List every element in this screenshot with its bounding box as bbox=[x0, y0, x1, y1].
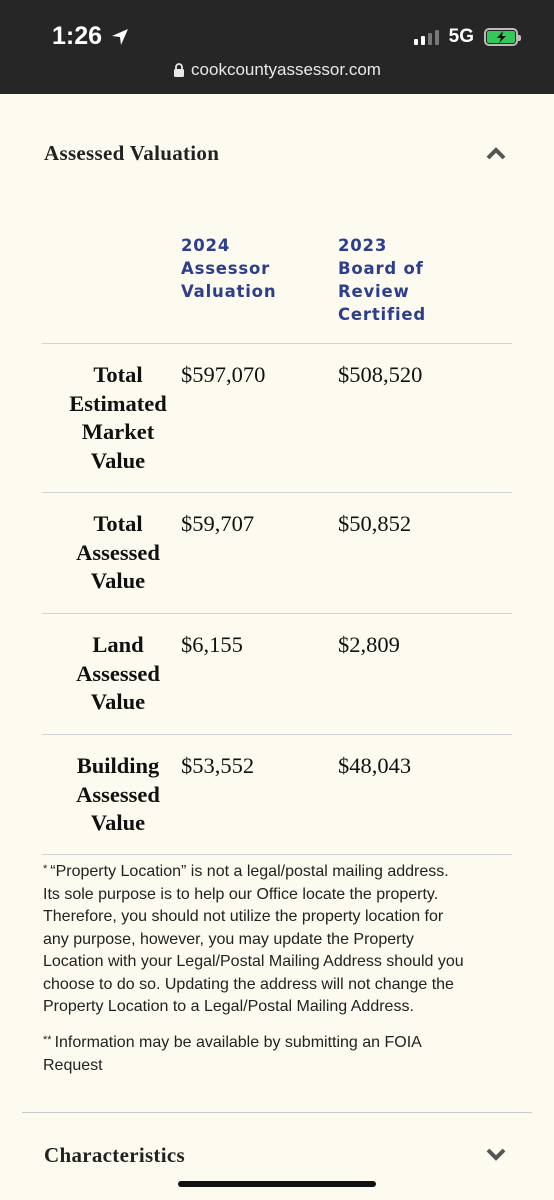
section-divider bbox=[22, 1112, 532, 1113]
value-2023-total-estimated-market: $508,520 bbox=[338, 362, 423, 387]
row-divider bbox=[42, 854, 512, 855]
battery-charging-icon bbox=[484, 28, 521, 46]
value-2023-land-assessed: $2,809 bbox=[338, 632, 400, 657]
row-label-building-assessed-value: Building Assessed Value bbox=[76, 753, 160, 835]
value-2024-total-estimated-market: $597,070 bbox=[181, 362, 266, 387]
footnote-property-location: * “Property Location” is not a legal/post… bbox=[43, 863, 464, 1015]
row-divider bbox=[42, 343, 512, 344]
row-divider bbox=[42, 492, 512, 493]
value-2024-total-assessed: $59,707 bbox=[181, 511, 255, 536]
assessed-valuation-title[interactable]: Assessed Valuation bbox=[44, 141, 220, 165]
footnote-foia: ** Information may be available by submit… bbox=[43, 1034, 422, 1074]
column-header-2023-board-of-review: 2023 Board of Review Certified bbox=[338, 236, 427, 324]
signal-icon bbox=[413, 29, 439, 45]
status-indicators: 5G bbox=[413, 26, 521, 48]
location-arrow-icon bbox=[112, 28, 129, 45]
column-header-2024-assessor: 2024 Assessor Valuation bbox=[181, 236, 277, 301]
row-label-total-assessed-value: Total Assessed Value bbox=[76, 511, 160, 593]
row-label-total-estimated-market-value: Total Estimated Market Value bbox=[69, 362, 167, 473]
row-divider bbox=[42, 613, 512, 614]
url-bar[interactable]: cookcountyassessor.com bbox=[0, 60, 554, 80]
characteristics-title[interactable]: Characteristics bbox=[44, 1143, 185, 1167]
row-label-land-assessed-value: Land Assessed Value bbox=[76, 632, 160, 714]
value-2023-total-assessed: $50,852 bbox=[338, 511, 412, 536]
value-2024-land-assessed: $6,155 bbox=[181, 632, 243, 657]
row-divider bbox=[42, 734, 512, 735]
status-time: 1:26 bbox=[52, 22, 130, 51]
value-2024-building-assessed: $53,552 bbox=[181, 753, 255, 778]
chevron-down-icon[interactable] bbox=[486, 1148, 506, 1162]
chevron-up-icon[interactable] bbox=[486, 146, 506, 160]
lock-icon bbox=[174, 62, 185, 77]
url-text: cookcountyassessor.com bbox=[191, 60, 381, 79]
value-2023-building-assessed: $48,043 bbox=[338, 753, 412, 778]
network-label: 5G bbox=[448, 26, 474, 47]
home-indicator[interactable] bbox=[178, 1181, 376, 1187]
browser-top-bar: 1:26 5G cookcountyassessor.com bbox=[0, 0, 554, 94]
